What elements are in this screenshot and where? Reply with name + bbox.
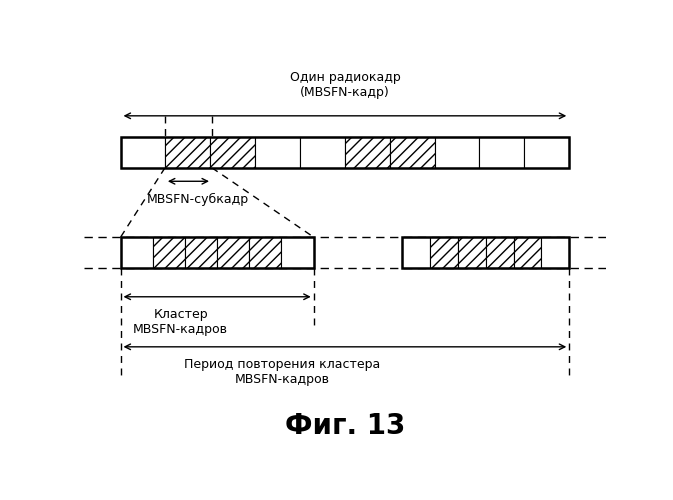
- Bar: [524, 137, 569, 168]
- Bar: [120, 137, 569, 168]
- Bar: [120, 237, 314, 268]
- Bar: [402, 237, 569, 268]
- Bar: [435, 137, 479, 168]
- Bar: [120, 237, 153, 268]
- Bar: [153, 237, 185, 268]
- Bar: [458, 237, 486, 268]
- Text: MBSFN-субкадр: MBSFN-субкадр: [147, 193, 249, 206]
- Bar: [166, 137, 211, 168]
- Bar: [430, 237, 458, 268]
- Bar: [479, 137, 524, 168]
- Bar: [402, 237, 430, 268]
- Bar: [486, 237, 513, 268]
- Bar: [513, 237, 541, 268]
- Text: Кластер
MBSFN-кадров: Кластер MBSFN-кадров: [133, 308, 228, 336]
- Bar: [217, 237, 249, 268]
- Bar: [541, 237, 569, 268]
- Bar: [185, 237, 217, 268]
- Bar: [281, 237, 314, 268]
- Bar: [345, 137, 390, 168]
- Bar: [211, 137, 255, 168]
- Bar: [249, 237, 281, 268]
- Text: Фиг. 13: Фиг. 13: [285, 412, 405, 440]
- Text: Один радиокадр
(MBSFN-кадр): Один радиокадр (MBSFN-кадр): [289, 71, 400, 99]
- Bar: [120, 137, 166, 168]
- Bar: [390, 137, 435, 168]
- Text: Период повторения кластера
MBSFN-кадров: Период повторения кластера MBSFN-кадров: [184, 358, 380, 386]
- Bar: [255, 137, 300, 168]
- Bar: [300, 137, 345, 168]
